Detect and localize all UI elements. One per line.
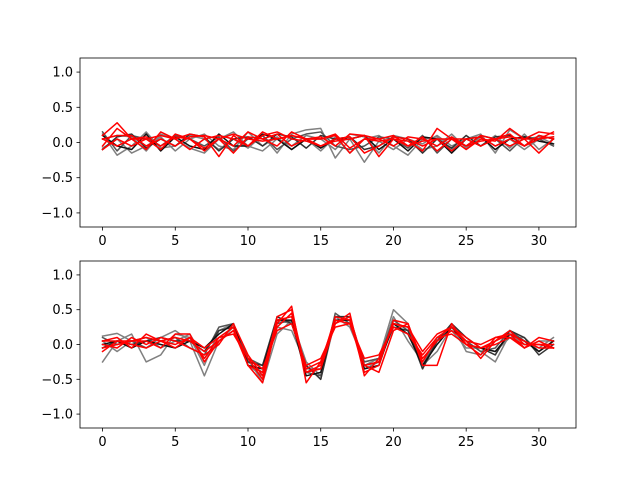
x-tick-label: 10 — [240, 435, 257, 450]
y-tick-label: −1.0 — [41, 408, 73, 423]
y-tick-label: −0.5 — [41, 373, 73, 388]
series-group — [101, 122, 555, 163]
y-tick-label: 0.5 — [52, 101, 73, 116]
series-group — [101, 305, 555, 384]
x-tick-label: 20 — [385, 234, 402, 249]
x-tick-label: 10 — [240, 234, 257, 249]
y-tick-label: −1.0 — [41, 206, 73, 221]
x-tick-label: 25 — [458, 435, 475, 450]
x-tick-label: 15 — [312, 435, 329, 450]
x-tick-label: 5 — [171, 435, 179, 450]
y-tick-label: 1.0 — [52, 268, 73, 283]
x-tick-label: 25 — [458, 234, 475, 249]
x-tick-label: 30 — [531, 435, 548, 450]
x-tick-label: 0 — [98, 435, 106, 450]
x-tick-label: 15 — [312, 234, 329, 249]
y-tick-label: 0.5 — [52, 303, 73, 318]
x-tick-label: 5 — [171, 234, 179, 249]
y-tick-label: 1.0 — [52, 66, 73, 81]
series-line-7 — [101, 122, 555, 158]
x-tick-label: 30 — [531, 234, 548, 249]
series-line-11 — [101, 322, 555, 370]
x-tick-label: 0 — [98, 234, 106, 249]
series-line-11 — [101, 133, 555, 149]
y-tick-label: −0.5 — [41, 171, 73, 186]
x-tick-label: 20 — [385, 435, 402, 450]
series-line-10 — [101, 131, 555, 154]
subplot-1: 0 5 10 15 20 25 30 −1.0 −0.5 0.0 0.5 1.0 — [41, 57, 577, 249]
y-tick-label: 0.0 — [52, 338, 73, 353]
subplot-2: 0 5 10 15 20 25 30 −1.0 −0.5 0.0 0.5 1.0 — [41, 260, 577, 450]
series-line-9 — [101, 312, 555, 377]
y-tick-label: 0.0 — [52, 136, 73, 151]
